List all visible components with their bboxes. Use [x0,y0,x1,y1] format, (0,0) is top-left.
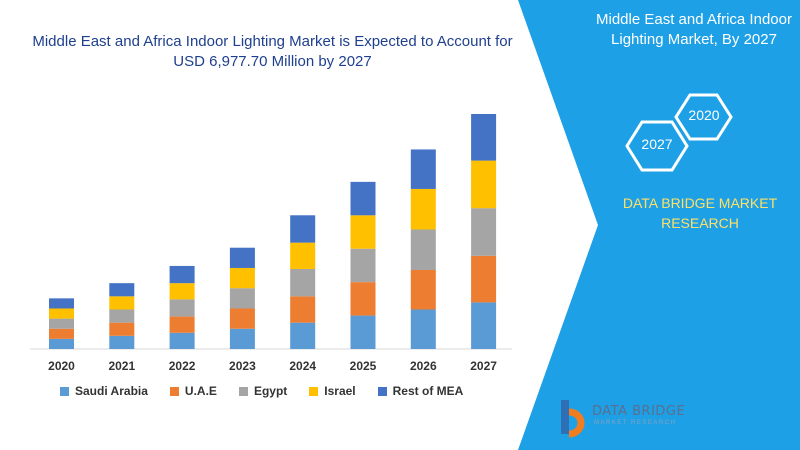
hexagon-2027-shape [625,120,689,172]
bar-2021-israel [109,296,135,310]
legend-item: Rest of MEA [377,384,464,398]
bar-2027-israel [471,160,497,209]
bar-2023-israel [229,267,255,289]
bar-2023-saudi-arabia [229,328,255,349]
legend-swatch [377,386,387,396]
side-panel-title: Middle East and Africa Indoor Lighting M… [596,11,792,48]
brand-name: DATA BRIDGE MARKET RESEARCH [622,195,778,231]
bar-2020-u-a-e [49,328,74,339]
legend-label: Israel [324,384,356,398]
x-tick-label: 2027 [470,359,497,373]
bar-2022-rest-of-mea [169,265,195,284]
x-tick-label: 2024 [289,359,316,373]
bar-2024-u-a-e [290,296,316,323]
bar-2020-egypt [49,318,74,329]
legend-swatch [169,386,179,396]
legend-label: U.A.E [184,384,217,398]
x-tick-label: 2026 [410,359,437,373]
legend: Saudi Arabia U.A.E Egypt Israel Rest of MEA [60,384,520,398]
x-tick-labels: 2020 2021 2022 2023 2024 2025 2026 2027 [48,359,497,373]
legend-item: Saudi Arabia [60,384,148,398]
bar-2026-rest-of-mea [410,149,436,189]
bar-2022-saudi-arabia [169,332,195,349]
bar-2024-israel [290,242,316,269]
bar-2027-rest-of-mea [471,114,497,161]
bar-2025-israel [350,215,376,249]
legend-swatch [238,386,248,396]
bar-2021-rest-of-mea [109,283,135,297]
bar-2024-rest-of-mea [290,215,316,243]
legend-label: Saudi Arabia [75,384,148,398]
legend-label: Egypt [253,384,288,398]
bar-2022-egypt [169,299,195,317]
x-tick-label: 2020 [48,359,75,373]
legend-label: Rest of MEA [392,384,464,398]
bar-2024-egypt [290,268,316,297]
legend-item: Egypt [238,384,288,398]
badge-2027: 2027 [641,136,673,152]
bar-2025-u-a-e [350,282,376,316]
bar-2021-u-a-e [109,322,135,336]
legend-item: Israel [309,384,356,398]
bars-group [49,114,497,349]
bar-2025-rest-of-mea [350,181,376,216]
x-tick-label: 2021 [108,359,135,373]
legend-swatch [309,386,319,396]
bar-2020-israel [49,308,74,319]
x-tick-label: 2022 [169,359,196,373]
bar-2022-u-a-e [169,316,195,333]
bar-2026-israel [410,188,436,230]
hexagon-2020-shape [674,93,733,141]
bar-2020-saudi-arabia [49,338,74,349]
bar-2023-u-a-e [229,308,255,329]
bar-2026-u-a-e [410,269,436,310]
chart-title: Middle East and Africa Indoor Lighting M… [32,33,513,70]
bar-2022-israel [169,283,195,300]
bar-2020-rest-of-mea [49,298,74,309]
bar-2023-egypt [229,288,255,309]
bar-2027-u-a-e [471,255,497,303]
bar-2021-saudi-arabia [109,335,135,349]
legend-swatch [60,386,69,396]
bar-2025-saudi-arabia [350,315,376,349]
bar-2025-egypt [350,248,376,283]
logo-tagline: MARKET RESEARCH [594,420,677,426]
badge-2020: 2020 [688,107,720,123]
bar-2024-saudi-arabia [290,322,316,349]
bar-2027-saudi-arabia [471,302,497,349]
bar-2027-egypt [471,208,497,256]
bar-2023-rest-of-mea [229,247,255,268]
bar-2026-saudi-arabia [410,309,436,349]
bar-2026-egypt [410,229,436,270]
x-tick-label: 2023 [229,359,256,373]
logo-mark-icon [561,400,585,438]
legend-item: U.A.E [169,384,217,398]
bar-2021-egypt [109,309,135,323]
x-tick-label: 2025 [350,359,377,373]
logo-name: DATA BRIDGE [592,404,686,419]
